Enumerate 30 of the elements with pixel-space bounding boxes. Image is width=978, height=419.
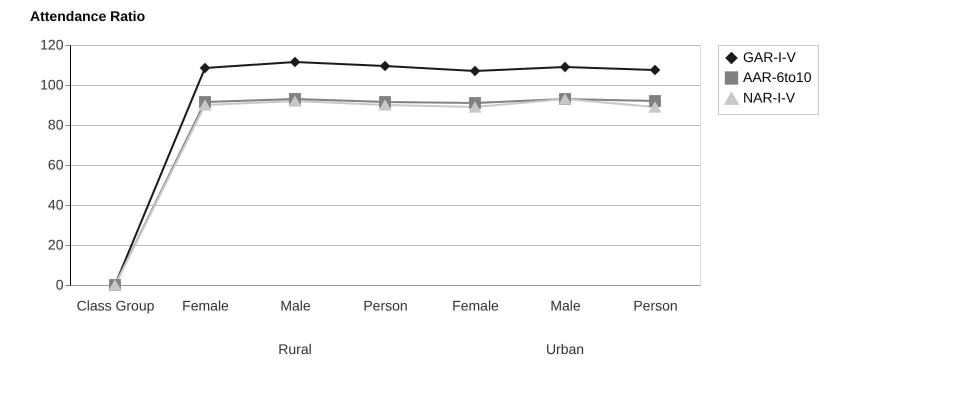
point [200,62,210,74]
point [650,64,660,76]
x-tick-label: Female [452,298,500,314]
point [468,101,482,113]
text: Urban [546,341,584,357]
x-tick-label: Male [550,298,581,314]
point [648,101,662,113]
point [380,60,390,72]
x-tick-label: Person [363,298,408,314]
chart-title: Attendance Ratio [30,8,146,24]
y-tick-label: 20 [48,236,64,252]
point [560,62,570,72]
y-tick-label: 40 [48,196,64,212]
legend-label: AAR-6to10 [743,69,812,85]
x-tick-label: Male [280,298,311,314]
point [290,56,300,68]
y-tick-label: 80 [48,116,64,132]
y-tick-label: 120 [40,36,64,52]
y-tick-label: 100 [40,76,64,92]
y-tick-label: 60 [48,156,64,172]
y-tick-label: 0 [56,276,64,292]
point [198,99,212,111]
point [378,99,392,111]
legend-label: NAR-I-V [743,90,796,106]
legend-label: GAR-I-V [743,49,797,65]
x-tick-label: Person [633,298,678,314]
text: Rural [278,341,312,357]
x-tick-label: Female [182,298,230,314]
x-tick-label: Class Group [76,298,155,314]
point [470,66,480,76]
